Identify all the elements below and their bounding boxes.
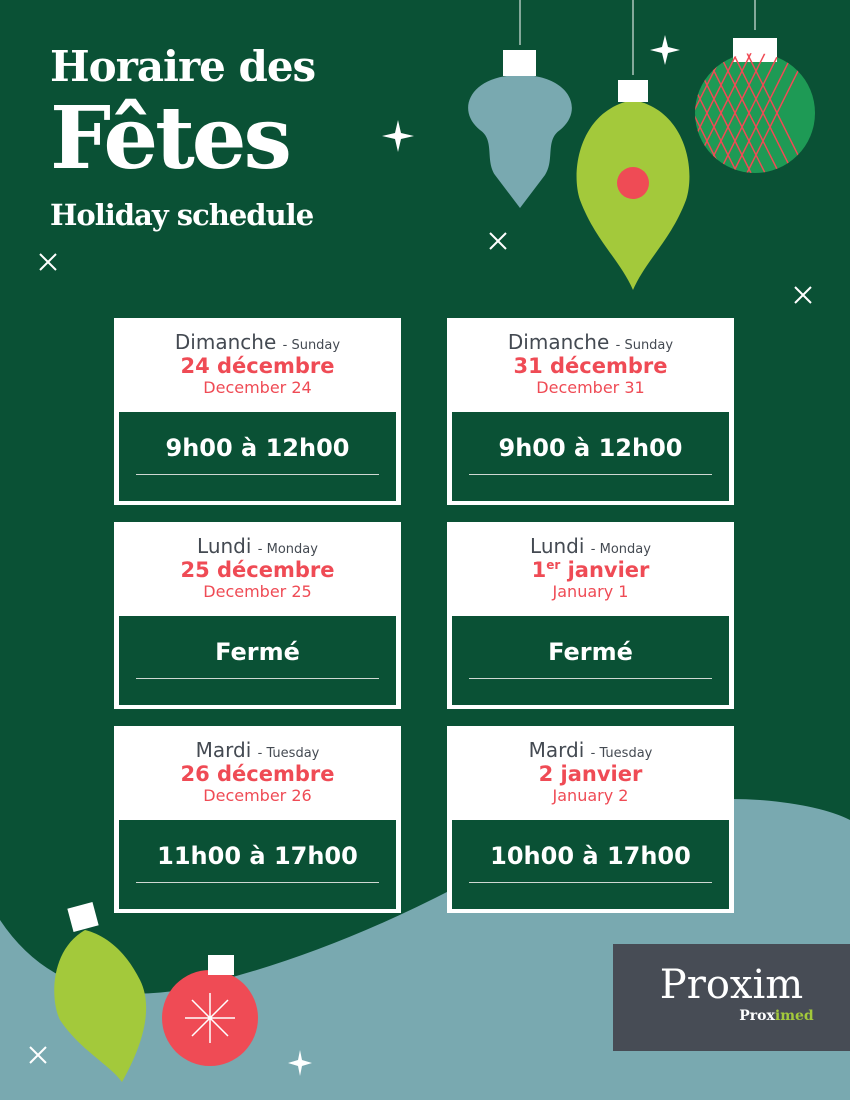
day: Dimanche - Sunday [449, 330, 732, 354]
hours: 11h00 à 17h00 [157, 842, 358, 870]
day-en: - Tuesday [257, 746, 320, 761]
day: Mardi - Tuesday [449, 738, 732, 762]
sparkle-icons [288, 35, 680, 1076]
date-fr: 25 décembre [180, 558, 335, 582]
hours: Fermé [215, 638, 300, 666]
schedule-card: Lundi - Monday 1er janvier January 1 Fer… [447, 522, 734, 709]
divider [469, 474, 712, 475]
divider [136, 474, 379, 475]
plaid-line [695, 53, 738, 173]
day-en: - Monday [257, 542, 318, 557]
schedule-card: Mardi - Tuesday 2 janvier January 2 10h0… [447, 726, 734, 913]
date-en: December 31 [536, 378, 645, 398]
card-hours: 11h00 à 17h00 [117, 818, 398, 911]
logo-sub: Proximed [703, 1008, 850, 1024]
divider [469, 882, 712, 883]
schedule-card: Dimanche - Sunday 24 décembre December 2… [114, 318, 401, 505]
plaid-line [704, 53, 766, 173]
day-fr: Lundi [530, 534, 585, 558]
day: Lundi - Monday [449, 534, 732, 558]
date-en: January 2 [552, 786, 629, 806]
day-en: - Sunday [282, 338, 341, 353]
date-fr: 24 décembre [180, 354, 335, 378]
ornament-bottom-green-icon [54, 902, 147, 1082]
card-header: Lundi - Monday 1er janvier January 1 [449, 524, 732, 614]
day-en: - Tuesday [590, 746, 653, 761]
divider [136, 678, 379, 679]
ornament-bottom-red-icon [162, 955, 258, 1066]
date: 2 janvier [449, 762, 732, 787]
date: 24 décembre [116, 354, 399, 379]
hours: 10h00 à 17h00 [490, 842, 691, 870]
schedule-card: Mardi - Tuesday 26 décembre December 26 … [114, 726, 401, 913]
day-fr: Mardi [528, 738, 585, 762]
day-en: - Monday [590, 542, 651, 557]
date: 26 décembre [116, 762, 399, 787]
plaid-line [746, 53, 808, 173]
day: Dimanche - Sunday [116, 330, 399, 354]
date-en: December 26 [203, 786, 312, 806]
date-rest: janvier [560, 558, 650, 582]
date: 1er janvier [449, 558, 732, 583]
schedule-card: Dimanche - Sunday 31 décembre December 3… [447, 318, 734, 505]
day-fr: Dimanche [174, 330, 277, 354]
divider [469, 678, 712, 679]
day-fr: Dimanche [507, 330, 610, 354]
day-en: - Sunday [615, 338, 674, 353]
plaid-line [732, 53, 794, 173]
day: Lundi - Monday [116, 534, 399, 558]
date-en: December 24 [203, 378, 312, 398]
logo-sub-a: Prox [739, 1008, 775, 1024]
date-num: 1 [531, 558, 547, 582]
hours: 9h00 à 12h00 [498, 434, 683, 462]
title-english: Holiday schedule [50, 198, 314, 232]
divider [136, 882, 379, 883]
plaid-line [718, 53, 780, 173]
ornament-striped-icon [468, 0, 572, 208]
date-fr: 2 janvier [538, 762, 643, 786]
hours: Fermé [548, 638, 633, 666]
date-en: December 25 [203, 582, 312, 602]
cross-star-icons [29, 232, 812, 1064]
date-fr: 31 décembre [513, 354, 668, 378]
date-fr: 26 décembre [180, 762, 335, 786]
card-header: Mardi - Tuesday 26 décembre December 26 [116, 728, 399, 818]
card-header: Dimanche - Sunday 24 décembre December 2… [116, 320, 399, 410]
card-hours: 9h00 à 12h00 [450, 410, 731, 503]
date: 31 décembre [449, 354, 732, 379]
hours: 9h00 à 12h00 [165, 434, 350, 462]
title-line-1: Horaire des [50, 42, 316, 91]
card-hours: 9h00 à 12h00 [117, 410, 398, 503]
schedule-card: Lundi - Monday 25 décembre December 25 F… [114, 522, 401, 709]
ornament-plaid-icon [695, 0, 815, 173]
day-fr: Mardi [195, 738, 252, 762]
date-en: January 1 [552, 582, 629, 602]
date: 25 décembre [116, 558, 399, 583]
day: Mardi - Tuesday [116, 738, 399, 762]
day-fr: Lundi [197, 534, 252, 558]
card-header: Mardi - Tuesday 2 janvier January 2 [449, 728, 732, 818]
date-sup: er [546, 558, 561, 572]
logo-main: Proxim [659, 962, 804, 1008]
card-header: Lundi - Monday 25 décembre December 25 [116, 524, 399, 614]
proxim-logo: Proxim Proximed [613, 944, 850, 1051]
card-hours: Fermé [450, 614, 731, 707]
plaid-line [695, 53, 724, 173]
card-hours: 10h00 à 17h00 [450, 818, 731, 911]
card-hours: Fermé [117, 614, 398, 707]
card-header: Dimanche - Sunday 31 décembre December 3… [449, 320, 732, 410]
ornament-green-drop-icon [576, 0, 690, 290]
logo-sub-b: imed [774, 1008, 814, 1024]
plaid-line [695, 53, 724, 173]
title-line-2: Fêtes [50, 88, 292, 189]
